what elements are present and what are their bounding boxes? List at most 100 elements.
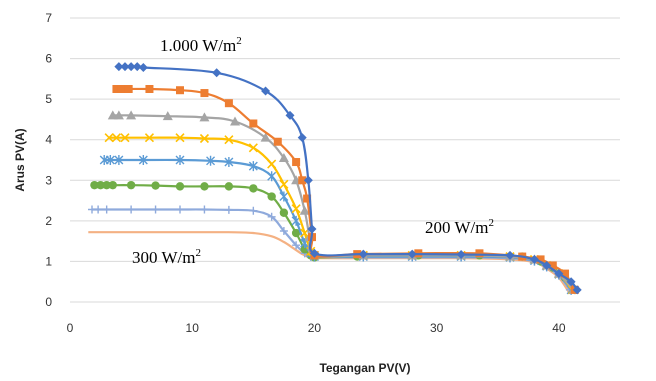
data-point <box>224 135 234 145</box>
data-point <box>126 180 136 190</box>
data-point <box>94 205 103 214</box>
x-tick-label: 30 <box>430 321 444 335</box>
data-point <box>176 86 184 95</box>
data-point <box>572 285 582 295</box>
data-point <box>145 85 154 93</box>
data-point <box>267 192 276 201</box>
data-point <box>127 205 136 214</box>
data-point <box>267 212 276 221</box>
data-point <box>566 277 576 287</box>
data-point <box>111 133 122 143</box>
data-point <box>292 158 301 167</box>
annotation-300-wm2: 300 W/m2 <box>132 247 201 267</box>
data-point <box>505 250 515 260</box>
data-point <box>120 133 130 143</box>
data-point <box>114 155 124 165</box>
data-point <box>279 208 289 217</box>
data-point <box>285 110 295 120</box>
y-tick-label: 5 <box>45 92 52 106</box>
y-tick-label: 3 <box>45 173 52 187</box>
data-point <box>249 206 258 215</box>
data-point <box>529 254 539 264</box>
y-tick-label: 6 <box>45 52 52 66</box>
data-point <box>105 155 115 165</box>
data-point <box>200 182 209 191</box>
data-point <box>124 85 133 93</box>
data-point <box>267 159 277 169</box>
data-point <box>199 133 210 144</box>
data-point <box>279 191 289 202</box>
data-point <box>554 269 564 279</box>
data-point <box>112 85 121 93</box>
data-point <box>224 182 234 191</box>
data-point <box>117 85 126 93</box>
data-point <box>273 137 282 146</box>
data-point <box>162 111 173 121</box>
data-point <box>200 205 209 214</box>
data-point <box>102 205 111 214</box>
data-point <box>114 62 124 72</box>
data-point <box>279 179 289 189</box>
data-point <box>267 171 277 182</box>
data-point <box>151 205 160 214</box>
data-point <box>126 62 136 72</box>
data-point <box>126 110 137 120</box>
x-tick-label: 20 <box>308 321 322 335</box>
data-point <box>261 86 271 96</box>
data-point <box>561 269 569 278</box>
data-point <box>138 155 148 165</box>
data-point <box>200 89 209 98</box>
series-5 <box>99 155 576 295</box>
data-point <box>249 119 258 128</box>
data-point <box>175 182 185 191</box>
annotation-1000-wm2: 1.000 W/m2 <box>160 35 242 55</box>
data-point <box>279 227 288 235</box>
data-point <box>248 161 258 172</box>
data-point <box>248 143 258 153</box>
data-point <box>113 110 124 120</box>
gridlines <box>70 17 620 303</box>
data-point <box>138 62 148 72</box>
data-point <box>151 181 160 190</box>
data-point <box>299 205 310 215</box>
y-tick-label: 2 <box>45 214 52 228</box>
data-point <box>224 99 233 108</box>
data-point <box>230 116 240 126</box>
data-point <box>292 241 301 250</box>
series-line <box>94 184 576 291</box>
data-point <box>298 176 307 185</box>
data-point <box>199 112 210 122</box>
data-point <box>96 180 105 190</box>
data-point <box>120 62 130 72</box>
data-point <box>536 255 545 264</box>
data-point <box>102 180 111 190</box>
data-point <box>303 194 312 203</box>
data-point <box>90 180 99 190</box>
y-tick-label: 7 <box>45 11 52 25</box>
x-tick-label: 0 <box>67 321 74 335</box>
data-point <box>212 68 222 78</box>
data-point <box>456 250 466 260</box>
data-point <box>132 62 142 72</box>
x-tick-label: 10 <box>186 321 200 335</box>
tick-labels: 0 1 2 3 4 5 6 7 0 10 20 30 40 <box>45 11 566 335</box>
data-point <box>108 180 117 190</box>
x-tick-label: 40 <box>552 321 566 335</box>
data-point <box>176 205 184 214</box>
data-point <box>144 133 155 143</box>
data-point <box>291 228 301 238</box>
data-point <box>548 261 557 270</box>
series-layer <box>88 62 582 295</box>
data-point <box>475 249 484 258</box>
data-point <box>175 133 185 143</box>
y-tick-label: 0 <box>45 295 52 309</box>
series-6 <box>90 180 579 295</box>
data-point <box>260 132 271 142</box>
data-point <box>206 155 216 166</box>
data-point <box>358 249 368 259</box>
y-tick-label: 1 <box>45 254 52 268</box>
series-4 <box>104 133 577 295</box>
data-point <box>297 133 307 143</box>
data-point <box>303 175 313 185</box>
